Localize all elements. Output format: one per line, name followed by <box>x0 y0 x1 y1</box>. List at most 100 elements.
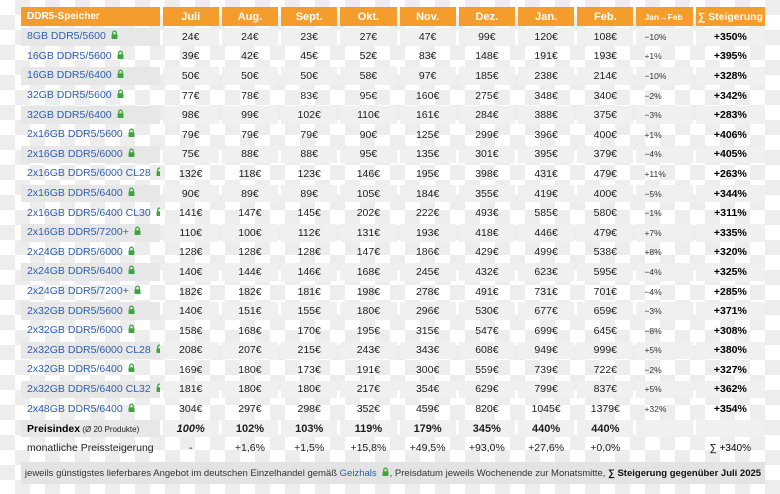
monthly-change-value-5: +49,5% <box>409 442 446 455</box>
price-cell-month-7: 499€ <box>534 246 558 259</box>
price-cell-month-6: 429€ <box>475 246 499 259</box>
price-cell-month-2: 89€ <box>221 184 279 203</box>
price-cell-month-2: 78€ <box>241 89 259 102</box>
price-index-value-3: 103% <box>281 419 338 438</box>
product-link[interactable]: 2x16GB DDR5/6000 CL28 <box>27 167 151 180</box>
price-cell-month-1: 75€ <box>162 145 219 164</box>
product-link[interactable]: 2x16GB DDR5/6400 <box>27 187 123 200</box>
price-cell-month-3: 79€ <box>300 128 318 141</box>
product-link[interactable]: 2x32GB DDR5/6400 CL32 <box>27 382 151 395</box>
total-increase-cell: +325% <box>695 263 765 281</box>
price-cell-month-6: 418€ <box>458 223 515 242</box>
product-cell: 2x16GB DDR5/6400 <box>21 184 160 203</box>
price-cell-month-6: 185€ <box>458 67 515 85</box>
price-cell-month-7: 949€ <box>517 341 575 360</box>
product-link[interactable]: 2x24GB DDR5/6400 <box>27 265 123 278</box>
price-index-sublabel: (Ø 20 Produkte) <box>80 424 140 434</box>
monthly-change-value-2: +1,6% <box>234 442 265 455</box>
product-cell: 2x32GB DDR5/6000 CL28 <box>21 341 160 360</box>
product-link[interactable]: 2x32GB DDR5/6400 <box>27 363 123 376</box>
month-change-cell: +5% <box>636 341 693 360</box>
price-cell-month-8: 400€ <box>577 184 634 203</box>
monthly-change-value-6: +93,0% <box>468 442 505 455</box>
price-cell-month-4: 131€ <box>340 223 397 242</box>
footnote-text-bold: ∑ Steigerung gegenüber Juli 2025 <box>608 467 762 479</box>
monthly-change-row: monatliche Preissteigerung - +1,6% +1,5% +15… <box>21 439 765 457</box>
total-increase-cell: +335% <box>695 223 765 242</box>
col-header-product: DDR5-Speicher <box>21 7 160 26</box>
price-cell-month-6: 493€ <box>475 207 499 220</box>
product-link[interactable]: 8GB DDR5/5600 <box>27 30 106 43</box>
price-cell-month-7: 677€ <box>517 302 575 320</box>
price-cell-month-1: 98€ <box>162 106 219 124</box>
price-cell-month-5: 193€ <box>399 223 456 242</box>
product-link[interactable]: 2x48GB DDR5/6400 <box>27 402 123 415</box>
product-link[interactable]: 2x16GB DDR5/6400 CL30 <box>27 206 151 219</box>
price-cell-month-5: 184€ <box>399 184 456 203</box>
price-cell-month-5: 245€ <box>399 263 456 281</box>
price-cell-month-1: 110€ <box>162 223 219 242</box>
month-change-cell: +8% <box>644 247 662 258</box>
geizhals-link[interactable]: Geizhals <box>339 467 377 479</box>
product-link[interactable]: 2x16GB DDR5/7200+ <box>27 226 129 239</box>
monthly-change-value-4: +15,8% <box>350 442 387 455</box>
price-cell-month-1: 77€ <box>181 89 200 102</box>
total-increase-cell: +380% <box>695 341 765 360</box>
product-cell: 16GB DDR5/5600 <box>21 48 160 66</box>
price-cell-month-2: 151€ <box>221 302 279 320</box>
product-cell: 32GB DDR5/6400 <box>21 106 160 124</box>
product-link[interactable]: 2x24GB DDR5/6000 <box>27 245 123 258</box>
lock-icon <box>155 167 160 180</box>
lock-icon <box>116 50 125 63</box>
product-link[interactable]: 2x16GB DDR5/6000 <box>27 147 123 160</box>
total-increase-cell: +406% <box>713 128 747 141</box>
product-link[interactable]: 16GB DDR5/5600 <box>27 49 112 62</box>
price-cell-month-4: 198€ <box>356 285 381 298</box>
price-cell-month-8: 479€ <box>577 223 634 242</box>
lock-icon <box>127 148 136 161</box>
price-cell-month-8: 595€ <box>577 263 634 281</box>
total-increase-cell: +308% <box>713 324 747 337</box>
lock-icon <box>133 226 142 239</box>
price-cell-month-5: 222€ <box>415 207 440 220</box>
total-increase-cell: +362% <box>695 380 765 399</box>
table-row: 2x24GB DDR5/6000 128€ 128€ 128€ 147€ 186€ 429€… <box>21 244 765 262</box>
price-cell-month-2: 207€ <box>221 341 279 360</box>
lock-icon <box>127 403 136 416</box>
product-link[interactable]: 2x32GB DDR5/6000 <box>27 324 123 337</box>
price-cell-month-4: 217€ <box>340 380 397 399</box>
total-increase-cell: +371% <box>695 302 765 320</box>
price-cell-month-4: 243€ <box>340 341 397 360</box>
price-cell-month-2: 297€ <box>238 403 262 416</box>
price-cell-month-4: 202€ <box>356 207 381 220</box>
product-link[interactable]: 2x32GB DDR5/5600 <box>27 304 123 317</box>
price-cell-month-3: 89€ <box>281 184 338 203</box>
lock-icon <box>116 109 125 122</box>
price-cell-month-4: 95€ <box>359 89 378 102</box>
product-link[interactable]: 2x16GB DDR5/5600 <box>27 128 123 141</box>
price-cell-month-3: 128€ <box>297 246 321 259</box>
price-cell-month-8: 837€ <box>577 380 634 399</box>
price-cell-month-4: 110€ <box>340 106 397 124</box>
price-cell-month-3: 173€ <box>297 363 321 376</box>
price-cell-month-3: 83€ <box>300 89 318 102</box>
product-link[interactable]: 16GB DDR5/6400 <box>27 69 112 82</box>
product-link[interactable]: 32GB DDR5/5600 <box>27 89 112 102</box>
price-cell-month-1: 141€ <box>179 207 203 220</box>
table-row: 2x48GB DDR5/6400 304€ 297€ 298€ 352€ 459€ 820€… <box>21 400 765 418</box>
product-link[interactable]: 2x32GB DDR5/6000 CL28 <box>27 343 151 356</box>
price-cell-month-1: 79€ <box>181 128 200 141</box>
month-change-cell: −4% <box>644 286 662 297</box>
price-cell-month-6: 608€ <box>458 341 515 360</box>
price-cell-month-1: 90€ <box>162 184 219 203</box>
price-cell-month-6: 820€ <box>475 403 499 416</box>
price-cell-month-5: 161€ <box>399 106 456 124</box>
month-change-cell: −1% <box>644 208 662 219</box>
total-increase-cell: +395% <box>713 50 747 63</box>
price-cell-month-8: 375€ <box>577 106 634 124</box>
price-index-value-5: 179% <box>399 419 456 438</box>
product-link[interactable]: 32GB DDR5/6400 <box>27 108 112 121</box>
product-link[interactable]: 2x24GB DDR5/7200+ <box>27 285 129 298</box>
product-cell: 2x24GB DDR5/6000 <box>21 244 160 262</box>
price-cell-month-6: 275€ <box>475 89 499 102</box>
